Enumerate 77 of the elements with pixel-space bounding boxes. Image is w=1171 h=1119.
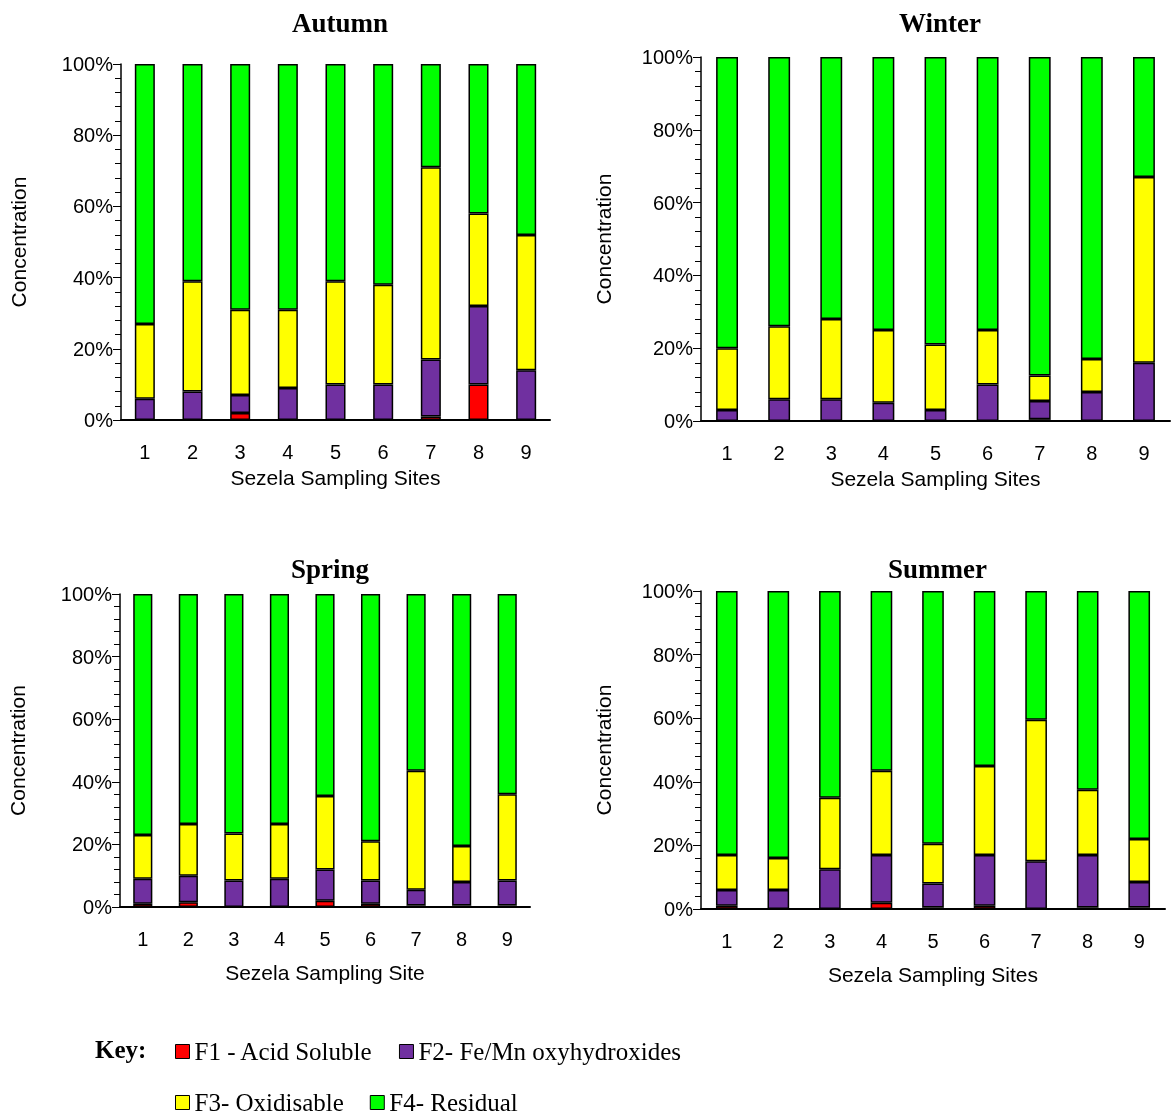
- chart-title: Summer: [888, 553, 988, 584]
- y-tick-label: 60%: [652, 191, 694, 214]
- chart-title: Autumn: [291, 7, 389, 38]
- x-tick-label: 8: [472, 441, 485, 463]
- x-tick-label: 6: [982, 442, 994, 464]
- x-axis-title: Sezela Sampling Sites: [830, 467, 1041, 490]
- x-tick-label: 5: [329, 441, 342, 463]
- y-tick-label: 20%: [652, 337, 694, 360]
- x-tick-label: 3: [228, 928, 240, 950]
- x-tick-label: 3: [824, 930, 836, 952]
- x-tick-label: 7: [1030, 930, 1042, 952]
- x-axis-title: Sezela Sampling Sites: [230, 465, 441, 489]
- y-tick-label: 80%: [71, 645, 113, 668]
- y-tick-label: 100%: [61, 53, 114, 75]
- x-tick-label: 5: [319, 928, 331, 950]
- x-tick-label: 2: [186, 441, 199, 463]
- x-tick-label: 9: [1138, 442, 1150, 464]
- x-tick-label: 3: [234, 441, 246, 463]
- x-tick-label: 7: [1034, 442, 1046, 464]
- x-tick-label: 8: [1082, 930, 1094, 952]
- y-tick-label: 100%: [641, 580, 694, 602]
- x-tick-label: 3: [825, 442, 837, 464]
- x-axis-title: Sezela Sampling Site: [225, 961, 425, 984]
- x-tick-label: 4: [875, 930, 888, 952]
- x-tick-label: 7: [425, 441, 437, 463]
- x-tick-label: 1: [721, 930, 733, 952]
- x-tick-label: 5: [927, 930, 939, 952]
- x-tick-label: 4: [273, 928, 286, 950]
- y-tick-label: 100%: [60, 583, 113, 605]
- y-tick-label: 20%: [72, 337, 114, 360]
- legend-label: F3- Oxidisable: [194, 1089, 344, 1116]
- y-tick-label: 40%: [72, 266, 114, 289]
- legend-title: Key:: [95, 1036, 147, 1063]
- legend-label: F2- Fe/Mn oxyhydroxides: [418, 1038, 681, 1065]
- x-tick-label: 2: [772, 930, 784, 952]
- y-axis-title: Concentration: [6, 685, 29, 816]
- x-tick-label: 9: [1133, 930, 1145, 952]
- y-tick-label: 0%: [664, 410, 694, 432]
- y-tick-label: 80%: [72, 124, 114, 147]
- y-tick-label: 0%: [83, 896, 113, 918]
- y-tick-label: 60%: [652, 707, 694, 730]
- y-axis-title: Concentration: [7, 176, 30, 308]
- y-axis-title: Concentration: [592, 684, 615, 816]
- x-tick-label: 1: [137, 928, 149, 950]
- x-tick-label: 1: [139, 441, 151, 463]
- x-tick-label: 6: [377, 441, 389, 463]
- y-tick-label: 100%: [641, 46, 694, 68]
- y-tick-label: 60%: [72, 195, 114, 218]
- y-tick-label: 0%: [664, 898, 694, 920]
- y-axis-title: Concentration: [592, 173, 615, 305]
- x-tick-label: 2: [182, 928, 194, 950]
- x-tick-label: 4: [877, 442, 889, 464]
- y-tick-label: 20%: [71, 833, 113, 856]
- x-tick-label: 8: [1086, 442, 1098, 464]
- x-tick-label: 9: [501, 928, 513, 950]
- y-tick-label: 60%: [71, 708, 113, 731]
- y-tick-label: 40%: [652, 770, 694, 793]
- x-tick-label: 1: [721, 442, 733, 464]
- x-tick-label: 2: [773, 442, 785, 464]
- y-tick-label: 80%: [652, 118, 694, 141]
- legend-label: F1 - Acid Soluble: [194, 1038, 372, 1065]
- chart-title: Winter: [899, 7, 981, 38]
- chart-title: Spring: [290, 553, 370, 584]
- x-tick-label: 4: [282, 441, 294, 463]
- y-tick-label: 40%: [71, 770, 113, 793]
- y-tick-label: 80%: [652, 643, 694, 666]
- x-tick-label: 5: [929, 442, 942, 464]
- x-tick-label: 7: [410, 928, 422, 950]
- x-tick-label: 6: [978, 930, 991, 952]
- y-tick-label: 40%: [652, 264, 694, 287]
- x-tick-label: 9: [520, 441, 532, 463]
- y-tick-label: 0%: [84, 409, 114, 431]
- x-tick-label: 6: [364, 928, 377, 950]
- x-axis-title: Sezela Sampling Sites: [827, 963, 1039, 986]
- x-tick-label: 8: [456, 928, 468, 950]
- y-tick-label: 20%: [652, 834, 694, 857]
- legend-label: F4- Residual: [389, 1089, 518, 1116]
